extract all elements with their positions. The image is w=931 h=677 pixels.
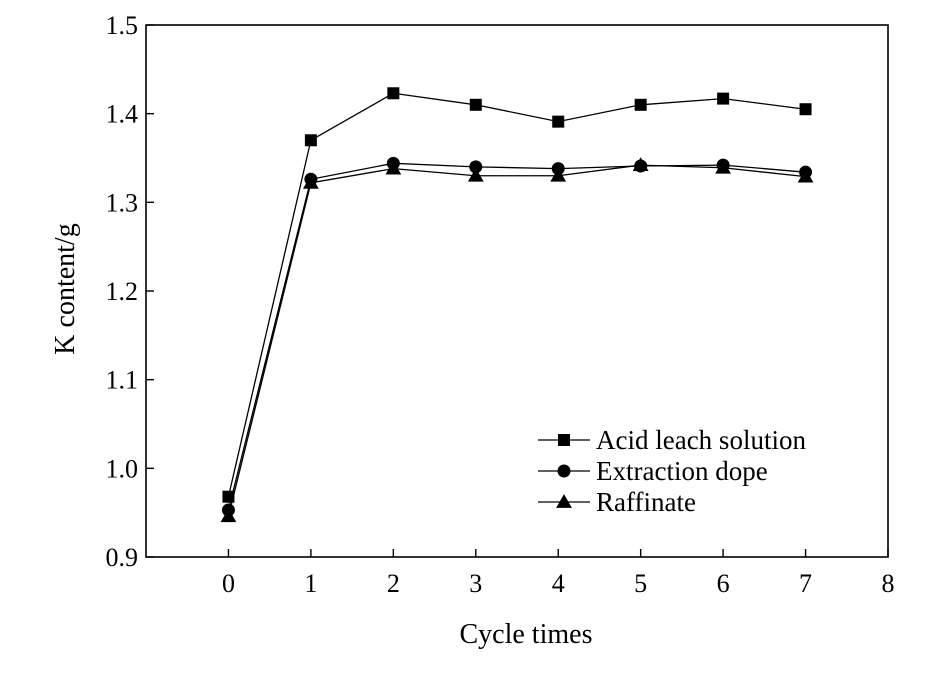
y-tick-label: 1.1 — [106, 366, 139, 395]
series-line — [227, 92, 806, 497]
plot-frame — [145, 24, 889, 558]
data-point — [220, 508, 237, 523]
x-tick-label: 8 — [882, 569, 895, 598]
data-point — [469, 160, 483, 174]
legend-marker — [556, 494, 572, 508]
y-axis-title: K content/g — [50, 223, 81, 354]
y-tick-label: 1.3 — [106, 188, 139, 217]
y-tick-label: 1.2 — [106, 277, 139, 306]
data-point — [385, 160, 402, 175]
data-point — [469, 98, 482, 111]
x-tick-label: 7 — [799, 569, 812, 598]
data-point — [467, 167, 484, 182]
x-tick-label: 1 — [304, 569, 317, 598]
data-point — [717, 92, 730, 105]
y-tick-label: 1.5 — [106, 11, 139, 40]
y-tick-label: 0.9 — [106, 543, 139, 572]
data-point — [715, 159, 732, 174]
plot-area — [220, 87, 814, 523]
x-tick-label: 6 — [717, 569, 730, 598]
x-tick-label: 4 — [552, 569, 565, 598]
data-point — [552, 115, 565, 128]
series-line — [227, 164, 806, 517]
data-point — [302, 174, 319, 189]
y-tick-label: 1.0 — [106, 454, 139, 483]
series-triangle — [220, 157, 814, 523]
y-tick-label: 1.4 — [106, 100, 139, 129]
data-point — [632, 157, 649, 171]
data-point — [797, 168, 814, 183]
x-axis-ticks: 0 1 2 3 4 5 6 7 8 — [222, 549, 895, 598]
x-tick-label: 3 — [469, 569, 482, 598]
x-axis-title: Cycle times — [460, 619, 593, 650]
data-point — [387, 87, 400, 100]
data-point — [304, 134, 317, 147]
legend-marker — [558, 434, 570, 446]
data-point — [550, 167, 567, 182]
x-tick-label: 5 — [634, 569, 647, 598]
legend-label: Raffinate — [596, 487, 696, 517]
legend-item: Extraction dope — [538, 456, 768, 486]
data-point — [799, 103, 812, 116]
x-tick-label: 0 — [222, 569, 235, 598]
series-square — [222, 87, 812, 503]
legend-label: Extraction dope — [596, 456, 768, 486]
legend-marker — [557, 464, 571, 478]
data-point — [634, 98, 647, 111]
legend-item: Acid leach solution — [538, 425, 806, 455]
series-line — [227, 162, 806, 511]
axes — [145, 24, 889, 558]
legend-label: Acid leach solution — [596, 425, 806, 455]
legend-item: Raffinate — [538, 487, 696, 517]
y-axis-ticks: 0.9 1.0 1.1 1.2 1.3 1.4 1.5 — [106, 11, 154, 572]
x-tick-label: 2 — [387, 569, 400, 598]
